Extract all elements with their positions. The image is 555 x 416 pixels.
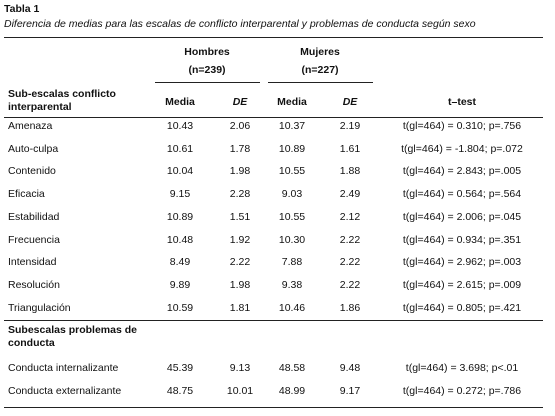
t-test: t(gl=464) = 0.310; p=.756 (402, 120, 522, 132)
row-label: Triangulación (8, 301, 71, 314)
cell-value: 1.78 (229, 142, 251, 155)
t-test: t(gl=464) = 0.564; p=.564 (402, 188, 522, 201)
table-title: Tabla 1 (4, 3, 40, 15)
cell-value: 9.03 (281, 188, 303, 201)
cell-value: 2.28 (229, 188, 251, 201)
cell-value: 2.22 (339, 233, 361, 246)
cell-value: 10.30 (278, 233, 306, 246)
cell-value: 10.55 (278, 165, 306, 178)
cell-value: 9.89 (169, 278, 191, 291)
group-n: (n=227) (301, 64, 339, 76)
group-n: (n=239) (188, 64, 226, 76)
cell-value: 10.55 (278, 210, 306, 223)
cell-value: 48.99 (278, 384, 306, 397)
cell-value: 10.01 (226, 384, 254, 397)
section-title: Sub-escalas conflicto interparental (8, 88, 116, 113)
cell-value: 1.86 (339, 301, 361, 314)
cell-value: 10.89 (166, 210, 194, 223)
t-test: t(gl=464) = 2.843; p=.005 (402, 165, 522, 178)
section-rule (4, 320, 543, 321)
cell-value: 1.98 (229, 165, 251, 178)
cell-value: 2.22 (339, 278, 361, 291)
t-test: t(gl=464) = 2.006; p=.045 (402, 210, 522, 223)
column-header: Media (277, 96, 307, 108)
cell-value: 2.22 (229, 256, 251, 269)
t-test: t(gl=464) = 0.805; p=.421 (402, 301, 522, 314)
column-header: Media (165, 96, 195, 108)
group-rule (155, 82, 260, 83)
cell-value: 48.58 (278, 362, 306, 374)
cell-value: 2.19 (339, 120, 361, 132)
row-label: Amenaza (8, 120, 53, 132)
row-label: Eficacia (8, 188, 45, 201)
row-label: Auto-culpa (8, 142, 59, 155)
cell-value: 8.49 (169, 256, 191, 269)
cell-value: 9.48 (339, 362, 361, 374)
cell-value: 10.46 (278, 301, 306, 314)
group-rule (268, 82, 373, 83)
cell-value: 7.88 (281, 256, 303, 269)
t-test: t(gl=464) = 0.272; p=.786 (402, 384, 522, 397)
cell-value: 45.39 (166, 362, 194, 374)
cell-value: 1.61 (339, 142, 361, 155)
cell-value: 10.61 (166, 142, 194, 155)
cell-value: 10.59 (166, 301, 194, 314)
cell-value: 10.48 (166, 233, 194, 246)
cell-value: 10.04 (166, 165, 194, 178)
row-label: Estabilidad (8, 210, 60, 223)
cell-value: 2.22 (339, 256, 361, 269)
group-name: Hombres (184, 46, 230, 58)
column-header: DE (342, 96, 358, 108)
cell-value: 9.17 (339, 384, 361, 397)
column-header: DE (232, 96, 248, 108)
cell-value: 9.38 (281, 278, 303, 291)
cell-value: 48.75 (166, 384, 194, 397)
cell-value: 1.51 (229, 210, 251, 223)
row-label: Conducta internalizante (8, 362, 119, 374)
cell-value: 9.13 (229, 362, 251, 374)
row-label: Intensidad (8, 256, 57, 269)
t-test: t(gl=464) = -1.804; p=.072 (401, 142, 523, 155)
row-label: Contenido (8, 165, 56, 178)
column-header: t–test (447, 96, 477, 108)
t-test: t(gl=464) = 2.615; p=.009 (402, 278, 522, 291)
top-rule (4, 37, 543, 38)
row-label: Resolución (8, 278, 60, 291)
group-name: Mujeres (300, 46, 340, 58)
row-label: Conducta externalizante (8, 384, 122, 397)
cell-value: 1.81 (229, 301, 251, 314)
row-label: Frecuencia (8, 233, 60, 246)
header-rule (4, 117, 543, 118)
t-test: t(gl=464) = 2.962; p=.003 (402, 256, 522, 269)
t-test: t(gl=464) = 0.934; p=.351 (402, 233, 522, 246)
cell-value: 10.43 (166, 120, 194, 132)
section-title: Subescalas problemas de conducta (8, 324, 137, 349)
cell-value: 2.12 (339, 210, 361, 223)
cell-value: 2.49 (339, 188, 361, 201)
cell-value: 1.88 (339, 165, 361, 178)
cell-value: 10.89 (278, 142, 306, 155)
cell-value: 9.15 (169, 188, 191, 201)
cell-value: 1.98 (229, 278, 251, 291)
table-caption: Diferencia de medias para las escalas de… (4, 18, 476, 30)
cell-value: 10.37 (278, 120, 306, 132)
cell-value: 1.92 (229, 233, 251, 246)
bottom-rule (4, 407, 543, 408)
t-test: t(gl=464) = 3.698; p<.01 (405, 362, 519, 374)
cell-value: 2.06 (229, 120, 251, 132)
